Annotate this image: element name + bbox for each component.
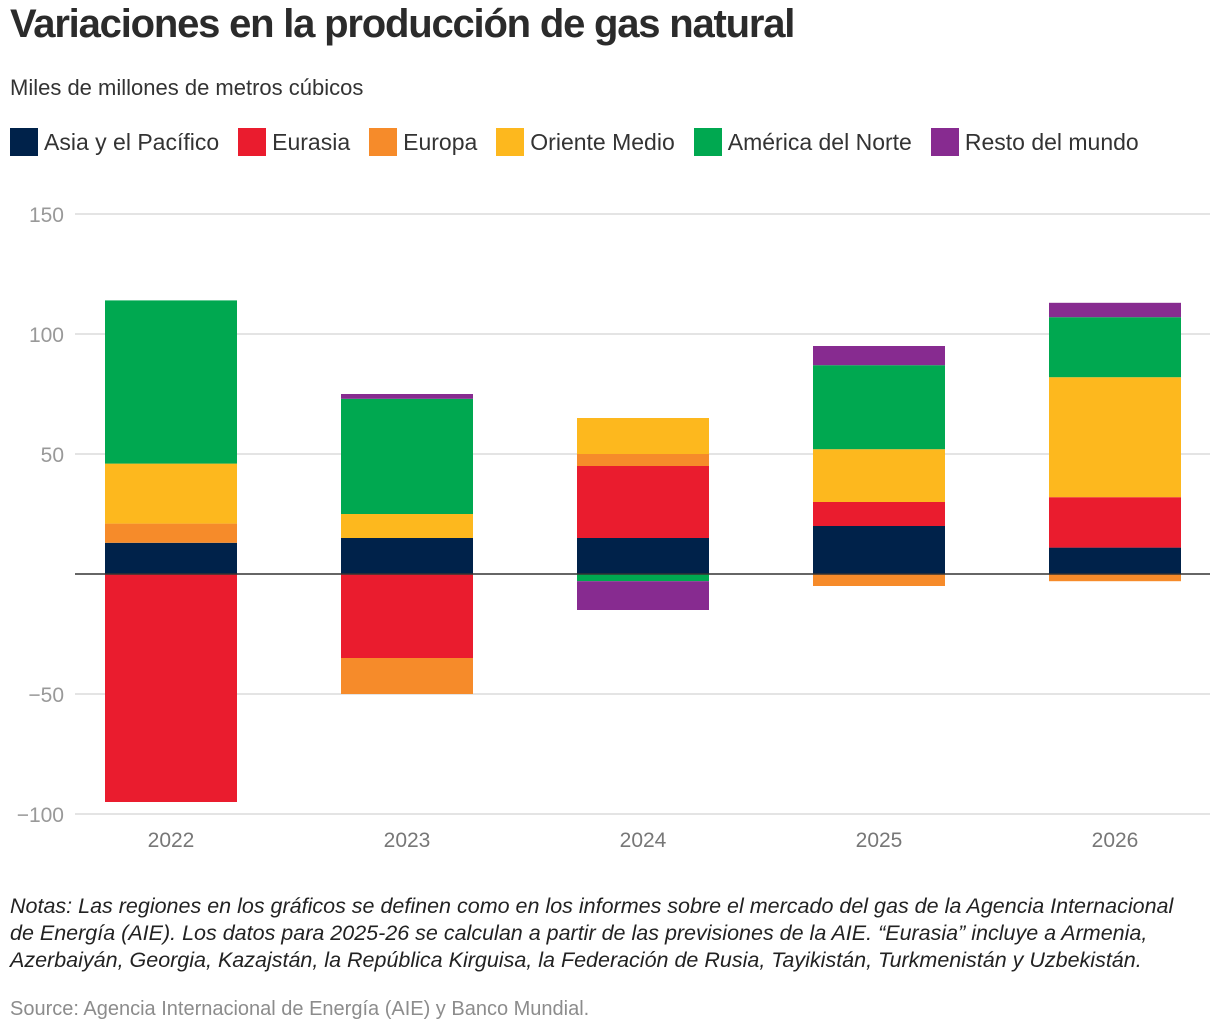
x-tick-label: 2025 <box>856 829 903 852</box>
stacked-bar-chart: −100 −50 50 100 150 2022 2023 2024 2025 2026 <box>17 204 1210 852</box>
legend-label: América del Norte <box>727 128 912 155</box>
bar-segment <box>105 300 237 464</box>
legend-swatch <box>930 128 959 156</box>
bar-segment <box>813 365 945 450</box>
bar-segment <box>577 538 709 574</box>
bar-segment <box>1049 574 1181 582</box>
bar-segment <box>1049 547 1181 574</box>
bar-segment <box>1049 377 1181 498</box>
bar-segment <box>577 466 709 538</box>
legend-swatch <box>369 128 398 156</box>
bar-segment <box>813 574 945 586</box>
bar-segment <box>341 514 473 538</box>
bar-segment <box>813 346 945 366</box>
chart-title: Variaciones en la producción de gas natu… <box>10 2 795 46</box>
bar-segment <box>1049 302 1181 318</box>
legend-swatch <box>10 128 38 156</box>
y-tick-label: −50 <box>28 684 64 707</box>
legend: Asia y el Pacífico Eurasia Europa Orient… <box>10 128 1158 156</box>
x-tick-label: 2024 <box>620 829 667 852</box>
y-tick-label: 100 <box>29 324 64 347</box>
bar-segment <box>813 449 945 502</box>
x-tick-label: 2022 <box>148 829 195 852</box>
legend-swatch <box>496 128 525 156</box>
bar-segment <box>105 542 237 574</box>
legend-label: Resto del mundo <box>964 128 1139 155</box>
bar-segment <box>577 581 709 610</box>
bar-segment <box>577 454 709 466</box>
bar-segment <box>341 394 473 399</box>
bar-segment <box>577 574 709 582</box>
bar-segment <box>341 398 473 514</box>
bar-segment <box>341 574 473 658</box>
legend-item-eurasia: Eurasia <box>238 128 350 156</box>
bar-segment <box>1049 317 1181 378</box>
x-tick-label: 2023 <box>384 829 431 852</box>
bar-segment <box>105 523 237 543</box>
bar-segment <box>105 574 237 802</box>
legend-label: Eurasia <box>272 128 351 155</box>
legend-item-asia-pacifico: Asia y el Pacífico <box>10 128 219 156</box>
bar-segment <box>577 418 709 454</box>
y-tick-label: −100 <box>17 804 64 827</box>
bar-segment <box>341 538 473 574</box>
legend-item-europa: Europa <box>369 128 477 156</box>
bar-segment <box>1049 497 1181 548</box>
chart-subtitle: Miles de millones de metros cúbicos <box>10 75 364 100</box>
legend-label: Oriente Medio <box>530 128 675 155</box>
bars-layer <box>105 300 1181 802</box>
bar-segment <box>105 463 237 524</box>
bar-segment <box>813 526 945 574</box>
y-tick-label: 50 <box>41 444 64 467</box>
legend-swatch <box>238 128 267 156</box>
bar-segment <box>813 502 945 526</box>
chart-notes: Notas: Las regiones en los gráficos se d… <box>10 894 1174 972</box>
legend-item-resto-del-mundo: Resto del mundo <box>930 128 1139 156</box>
legend-label: Asia y el Pacífico <box>44 128 220 155</box>
legend-label: Europa <box>403 128 478 155</box>
legend-item-america-del-norte: América del Norte <box>693 128 912 156</box>
chart-source: Source: Agencia Internacional de Energía… <box>10 998 590 1020</box>
x-tick-label: 2026 <box>1092 829 1139 852</box>
legend-item-oriente-medio: Oriente Medio <box>496 128 675 156</box>
bar-segment <box>341 658 473 694</box>
y-tick-label: 150 <box>29 204 64 227</box>
axis-layer: −100 −50 50 100 150 2022 2023 2024 2025 2026 <box>17 204 1210 852</box>
legend-swatch <box>693 128 722 156</box>
